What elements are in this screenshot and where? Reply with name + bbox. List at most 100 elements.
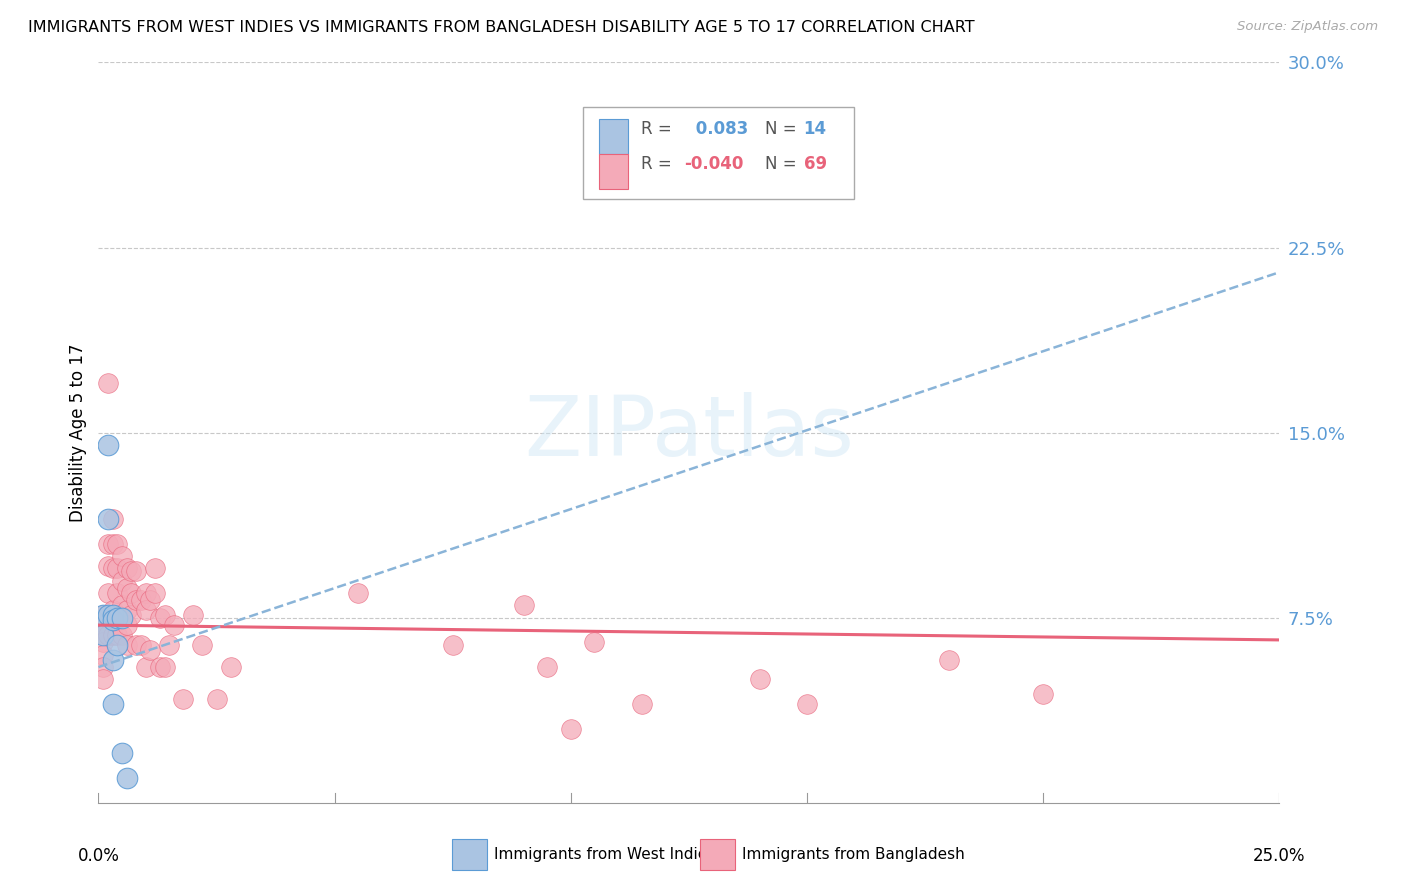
Point <box>91 628 114 642</box>
Point <box>105 638 128 652</box>
Point <box>97 512 120 526</box>
Point <box>97 628 120 642</box>
Point <box>583 635 606 649</box>
Text: Source: ZipAtlas.com: Source: ZipAtlas.com <box>1237 20 1378 33</box>
Point <box>101 613 124 627</box>
Text: 25.0%: 25.0% <box>1253 847 1306 865</box>
Point <box>97 536 120 550</box>
Point <box>441 638 464 652</box>
Point <box>135 586 157 600</box>
Point <box>97 558 120 573</box>
Text: Immigrants from West Indies: Immigrants from West Indies <box>494 847 716 863</box>
Point <box>101 628 124 642</box>
Point <box>796 697 818 711</box>
Point <box>97 608 120 623</box>
Text: ZIPatlas: ZIPatlas <box>524 392 853 473</box>
Point <box>111 628 134 642</box>
Point <box>101 512 124 526</box>
Point <box>536 660 558 674</box>
Point <box>205 692 228 706</box>
Point <box>129 593 152 607</box>
FancyBboxPatch shape <box>599 119 627 153</box>
Point <box>630 697 652 711</box>
Point <box>115 618 138 632</box>
Point <box>111 610 134 624</box>
Point <box>121 608 143 623</box>
Text: N =: N = <box>765 155 801 173</box>
Point <box>139 642 162 657</box>
FancyBboxPatch shape <box>599 154 627 189</box>
Text: 14: 14 <box>803 120 827 137</box>
Point <box>125 593 148 607</box>
Point <box>111 574 134 588</box>
Text: 0.083: 0.083 <box>690 120 748 137</box>
Point <box>153 660 176 674</box>
Point <box>111 599 134 613</box>
Point <box>101 603 124 617</box>
Point <box>121 586 143 600</box>
Point <box>149 660 172 674</box>
Point <box>143 561 166 575</box>
Point <box>129 638 152 652</box>
Text: Immigrants from Bangladesh: Immigrants from Bangladesh <box>742 847 965 863</box>
Point <box>135 660 157 674</box>
Point <box>1032 687 1054 701</box>
Point <box>105 628 128 642</box>
Point <box>172 692 194 706</box>
Point <box>105 610 128 624</box>
FancyBboxPatch shape <box>700 839 735 871</box>
Point <box>105 586 128 600</box>
Point <box>91 673 114 687</box>
Point <box>97 376 120 391</box>
Text: N =: N = <box>765 120 801 137</box>
Point <box>121 564 143 578</box>
Y-axis label: Disability Age 5 to 17: Disability Age 5 to 17 <box>69 343 87 522</box>
Point <box>91 628 114 642</box>
Point <box>125 564 148 578</box>
Point <box>115 603 138 617</box>
Point <box>347 586 370 600</box>
Text: R =: R = <box>641 155 676 173</box>
Point <box>115 581 138 595</box>
Text: IMMIGRANTS FROM WEST INDIES VS IMMIGRANTS FROM BANGLADESH DISABILITY AGE 5 TO 17: IMMIGRANTS FROM WEST INDIES VS IMMIGRANT… <box>28 20 974 35</box>
Point <box>101 536 124 550</box>
Point <box>125 638 148 652</box>
Point <box>111 549 134 563</box>
Point <box>163 618 186 632</box>
Point <box>139 593 162 607</box>
Point <box>181 608 204 623</box>
Point <box>101 561 124 575</box>
Point <box>560 722 582 736</box>
Text: R =: R = <box>641 120 688 137</box>
Text: 0.0%: 0.0% <box>77 847 120 865</box>
Point <box>115 561 138 575</box>
Text: -0.040: -0.040 <box>685 155 744 173</box>
FancyBboxPatch shape <box>582 107 855 200</box>
Point <box>115 771 138 785</box>
Point <box>157 638 180 652</box>
Point <box>91 660 114 674</box>
Point <box>153 608 176 623</box>
Point <box>97 608 120 623</box>
Point <box>938 653 960 667</box>
Point <box>91 615 114 630</box>
Point <box>105 608 128 623</box>
Point <box>191 638 214 652</box>
Point <box>97 586 120 600</box>
Point <box>91 608 114 623</box>
Point <box>101 697 124 711</box>
FancyBboxPatch shape <box>451 839 486 871</box>
Text: 69: 69 <box>803 155 827 173</box>
Point <box>97 438 120 452</box>
Point <box>91 635 114 649</box>
Point <box>748 673 770 687</box>
Point <box>91 648 114 662</box>
Point <box>135 603 157 617</box>
Point <box>105 561 128 575</box>
Point <box>149 610 172 624</box>
Point <box>105 536 128 550</box>
Point <box>512 599 534 613</box>
Point <box>101 608 124 623</box>
Point <box>219 660 242 674</box>
Point <box>101 653 124 667</box>
